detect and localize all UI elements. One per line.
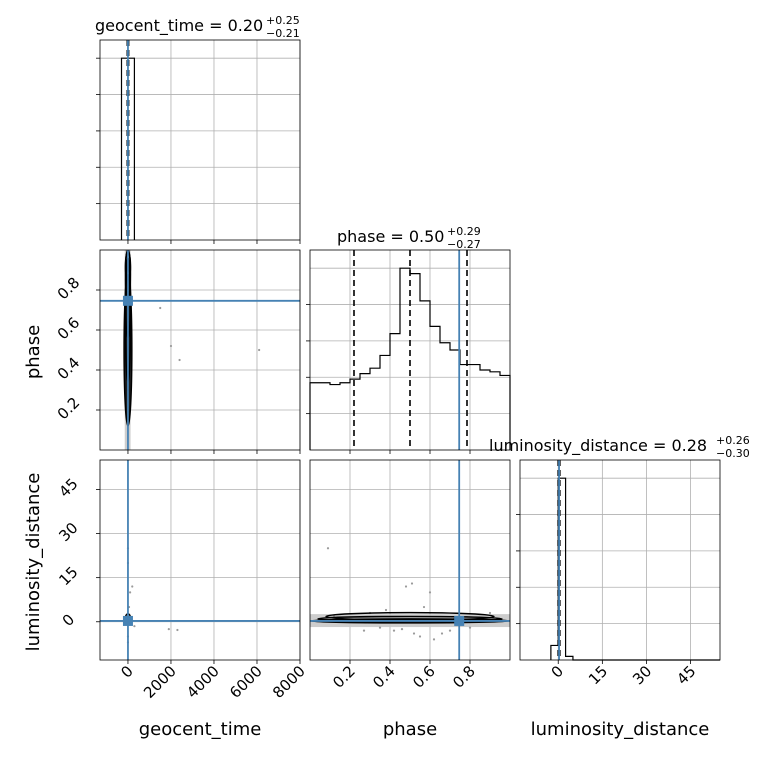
sample-point bbox=[133, 625, 136, 628]
hist-step-luminosity_distance bbox=[550, 477, 720, 661]
sample-point bbox=[404, 585, 408, 588]
ytick-label-luminosity_distance: 30 bbox=[55, 519, 81, 545]
title-geocent-time: geocent_time = 0.20 bbox=[95, 16, 263, 36]
sample-point bbox=[178, 358, 181, 362]
xtick-label-geocent_time: 0 bbox=[117, 662, 136, 681]
sample-point bbox=[378, 626, 382, 629]
xtick-label-luminosity_distance: 0 bbox=[548, 662, 567, 681]
title-luminosity-distance: luminosity_distance = 0.28 bbox=[489, 436, 707, 456]
xtick-label-geocent_time: 2000 bbox=[140, 662, 180, 702]
title-geocent-time-minus: −0.21 bbox=[266, 27, 300, 40]
sample-point bbox=[448, 629, 452, 632]
panel-frame bbox=[309, 249, 511, 451]
sample-point bbox=[440, 632, 444, 635]
xtick-label-luminosity_distance: 15 bbox=[585, 662, 611, 688]
xlabel-luminosity-distance: luminosity_distance bbox=[531, 719, 710, 740]
ylabel-luminosity-distance: luminosity_distance bbox=[23, 473, 44, 652]
title-phase-minus: −0.27 bbox=[447, 238, 481, 251]
hist-grid-geocent_time bbox=[100, 40, 301, 240]
sample-point bbox=[159, 306, 162, 310]
sample-point bbox=[400, 628, 404, 631]
panel-frame bbox=[519, 459, 721, 661]
title-phase: phase = 0.50 bbox=[337, 227, 444, 246]
panel-grid bbox=[310, 460, 510, 660]
xtick-label-luminosity_distance: 45 bbox=[673, 662, 699, 688]
sample-point bbox=[131, 585, 134, 588]
sample-point bbox=[422, 605, 426, 609]
ylabel-phase: phase bbox=[23, 325, 44, 379]
panel-frame bbox=[99, 459, 301, 661]
sample-point bbox=[176, 628, 179, 632]
ytick-label-luminosity_distance: 45 bbox=[55, 475, 81, 501]
title-phase-plus: +0.29 bbox=[447, 225, 481, 238]
ytick-label-phase: 0.8 bbox=[54, 274, 84, 304]
sample-point bbox=[418, 635, 422, 638]
xtick-label-luminosity_distance: 30 bbox=[629, 662, 655, 688]
panel-frame bbox=[309, 459, 511, 661]
truth-marker bbox=[122, 615, 133, 626]
ytick-label-phase: 0.2 bbox=[54, 394, 84, 424]
sample-point bbox=[258, 348, 261, 352]
sample-point bbox=[432, 638, 436, 641]
sample-point bbox=[169, 344, 173, 348]
xtick-label-phase: 0.4 bbox=[369, 662, 399, 692]
panel-geocent_time-luminosity_distance bbox=[100, 460, 300, 660]
sample-point bbox=[362, 629, 366, 632]
panel-geocent_time-phase bbox=[100, 250, 300, 450]
sample-point bbox=[412, 632, 416, 635]
title-luminosity-distance-minus: −0.30 bbox=[716, 447, 750, 460]
xtick-label-phase: 0.2 bbox=[329, 662, 359, 692]
hist-grid-luminosity_distance bbox=[520, 460, 720, 660]
ytick-label-luminosity_distance: 0 bbox=[59, 610, 78, 629]
xlabel-phase: phase bbox=[383, 719, 437, 740]
panel-phase-luminosity_distance bbox=[310, 460, 510, 660]
xtick-label-phase: 0.6 bbox=[409, 662, 439, 692]
sample-point bbox=[410, 582, 414, 585]
sample-point bbox=[488, 611, 492, 615]
panel-frame bbox=[99, 249, 301, 451]
xtick-label-geocent_time: 8000 bbox=[269, 662, 309, 702]
sample-point bbox=[468, 626, 472, 629]
panel-frame bbox=[99, 39, 301, 241]
sample-point bbox=[384, 608, 388, 612]
truth-marker bbox=[122, 295, 133, 306]
sample-point bbox=[129, 591, 132, 594]
truth-marker bbox=[454, 615, 465, 626]
title-geocent-time-plus: +0.25 bbox=[266, 14, 300, 27]
xtick-label-phase: 0.8 bbox=[449, 662, 479, 692]
xtick-label-geocent_time: 6000 bbox=[226, 662, 266, 702]
xlabel-geocent-time: geocent_time bbox=[139, 719, 262, 740]
ytick-label-phase: 0.4 bbox=[54, 354, 84, 384]
sample-point bbox=[167, 628, 170, 631]
ytick-label-luminosity_distance: 15 bbox=[55, 563, 81, 589]
sample-point bbox=[326, 547, 330, 550]
xtick-label-geocent_time: 4000 bbox=[183, 662, 223, 702]
title-luminosity-distance-plus: +0.26 bbox=[716, 434, 750, 447]
sample-point bbox=[392, 629, 396, 632]
ytick-label-phase: 0.6 bbox=[54, 314, 84, 344]
panel-grid bbox=[100, 460, 301, 660]
sample-point bbox=[428, 591, 432, 594]
